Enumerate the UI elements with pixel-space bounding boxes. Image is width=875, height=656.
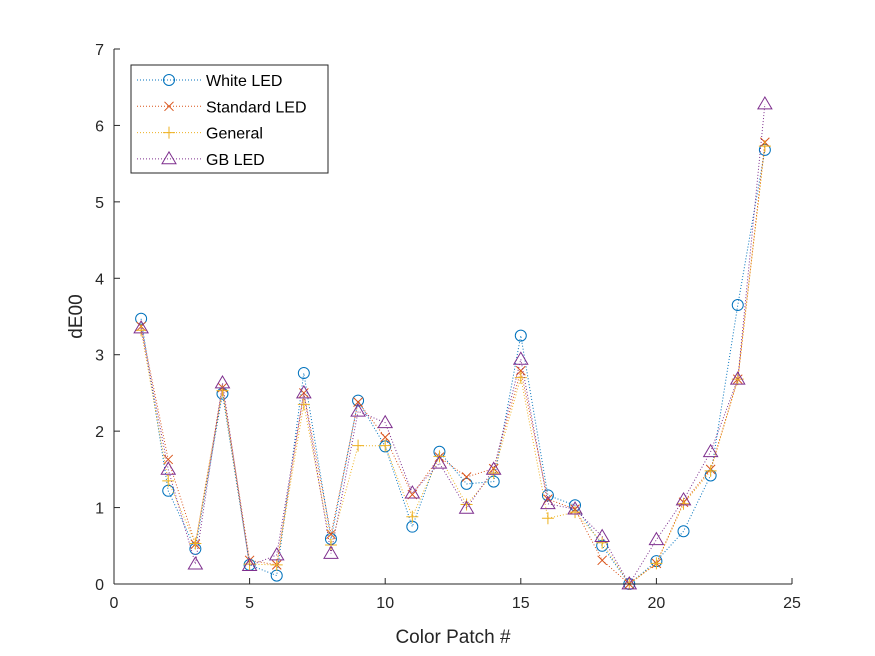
- data-point: [352, 439, 365, 452]
- legend: White LED Standard LED General GB LED: [130, 64, 329, 174]
- data-point: [758, 140, 771, 153]
- x-tick-label: 25: [783, 595, 801, 612]
- legend-label: White LED: [206, 73, 282, 90]
- data-point: [431, 455, 448, 469]
- axes-layer: [113, 49, 792, 585]
- legend-marker: [161, 150, 177, 165]
- data-point: [323, 545, 339, 559]
- x-ticks: 0 5 10 15 20 25: [110, 578, 801, 612]
- data-point: [541, 512, 554, 525]
- data-point: [241, 557, 258, 572]
- data-point: [540, 495, 556, 510]
- y-tick-label: 2: [95, 424, 104, 441]
- x-tick-label: 10: [376, 595, 394, 612]
- data-point: [404, 485, 421, 499]
- legend-marker: [163, 74, 175, 86]
- data-point: [704, 464, 717, 477]
- data-point: [162, 474, 175, 487]
- x-tick-label: 5: [245, 595, 254, 612]
- y-tick-label: 1: [95, 501, 104, 518]
- data-point: [596, 536, 609, 549]
- data-point: [594, 528, 611, 543]
- data-point: [515, 365, 526, 376]
- x-tick-label: 15: [512, 595, 530, 612]
- y-ticks: 0 1 2 3 4 5 6 7: [95, 42, 120, 594]
- data-point: [187, 556, 204, 570]
- series-line: [140, 103, 766, 585]
- data-point: [326, 529, 336, 540]
- data-point: [214, 375, 231, 389]
- legend-marker: [163, 126, 175, 139]
- data-point: [135, 324, 148, 337]
- data-point: [297, 398, 310, 411]
- legend-entry: White LED: [137, 73, 282, 90]
- x-axis-label: Color Patch #: [395, 627, 511, 648]
- y-axis-label: dE00: [66, 294, 87, 338]
- data-point: [677, 525, 690, 538]
- data-point: [512, 351, 529, 365]
- data-point: [757, 96, 773, 110]
- data-point: [485, 461, 502, 475]
- data-point: [353, 397, 363, 407]
- y-tick-label: 6: [95, 118, 104, 135]
- data-point: [650, 557, 663, 570]
- data-point: [702, 443, 719, 458]
- data-point: [270, 558, 283, 571]
- data-point: [352, 394, 365, 407]
- legend-label: Standard LED: [206, 99, 307, 116]
- legend-entry: General: [137, 126, 263, 143]
- data-point: [406, 510, 419, 523]
- y-tick-label: 4: [95, 271, 104, 288]
- legend-label: GB LED: [206, 152, 265, 169]
- y-tick-label: 7: [95, 42, 104, 59]
- data-point: [460, 477, 473, 490]
- data-point: [243, 558, 256, 571]
- data-point: [731, 299, 744, 312]
- data-point: [163, 454, 174, 465]
- data-point: [461, 472, 472, 482]
- data-point: [729, 371, 746, 385]
- legend-entry: Standard LED: [137, 99, 307, 116]
- data-point: [541, 489, 554, 502]
- series-gb-led: [133, 96, 773, 590]
- data-point: [133, 319, 149, 334]
- series-layer: [133, 96, 773, 590]
- series-line: [140, 149, 766, 585]
- data-point: [597, 555, 608, 566]
- data-point: [514, 371, 527, 384]
- y-tick-label: 0: [95, 577, 104, 594]
- x-tick-label: 0: [110, 595, 119, 612]
- data-point: [379, 439, 392, 452]
- y-tick-label: 3: [95, 348, 104, 365]
- data-point: [298, 388, 309, 398]
- data-point: [458, 500, 475, 514]
- data-point: [268, 546, 285, 561]
- data-point: [567, 501, 583, 515]
- legend-marker: [164, 101, 174, 112]
- data-point: [621, 576, 638, 590]
- data-point: [648, 531, 665, 546]
- legend-entries: White LED Standard LED General GB LED: [137, 73, 307, 169]
- data-point: [324, 539, 337, 552]
- data-point: [380, 432, 391, 443]
- legend-label: General: [206, 126, 263, 143]
- data-point: [675, 491, 692, 506]
- x-tick-label: 20: [648, 595, 666, 612]
- data-point: [189, 537, 202, 550]
- data-point: [216, 384, 229, 397]
- data-point: [350, 403, 366, 417]
- y-tick-label: 5: [95, 195, 104, 212]
- data-point: [295, 384, 312, 399]
- data-point: [160, 461, 177, 475]
- data-point: [514, 329, 527, 342]
- data-point: [297, 367, 310, 380]
- data-point: [377, 414, 394, 429]
- legend-entry: GB LED: [137, 150, 265, 169]
- data-point: [677, 497, 690, 510]
- data-point: [569, 506, 582, 519]
